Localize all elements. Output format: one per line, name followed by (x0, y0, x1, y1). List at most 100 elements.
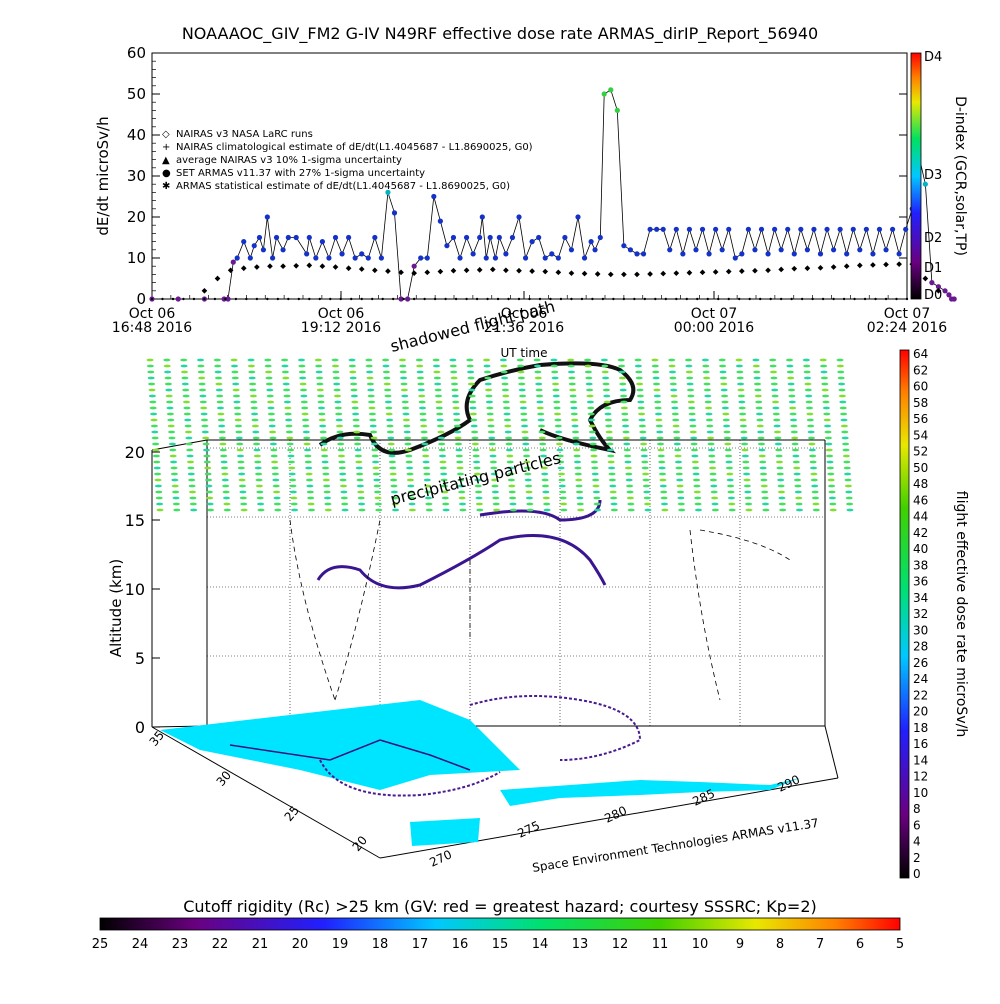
particle-mark (163, 358, 171, 362)
armas-point (230, 259, 236, 265)
particle-mark (806, 406, 813, 410)
particle-mark (386, 418, 394, 422)
armas-point (536, 234, 542, 241)
d-index-tick-label: D3 (924, 168, 942, 183)
baseline-point (308, 297, 311, 301)
particle-mark (550, 364, 558, 368)
particle-mark (270, 448, 278, 452)
particle-mark (422, 454, 430, 458)
particle-mark (569, 394, 577, 398)
particle-mark (348, 364, 356, 368)
particle-mark (365, 364, 373, 368)
particle-mark (334, 400, 342, 404)
particle-mark (605, 430, 613, 434)
particle-mark (752, 358, 760, 362)
particle-mark (459, 508, 467, 512)
particle-mark (591, 466, 599, 470)
top-x-tick-label: Oct 06 (318, 306, 365, 322)
particle-mark (723, 430, 731, 434)
particle-mark (740, 430, 748, 434)
particle-mark (201, 430, 209, 434)
particle-mark (812, 508, 820, 512)
armas-point (706, 251, 712, 257)
particle-mark (742, 460, 750, 464)
particle-mark (306, 478, 313, 482)
particle-mark (807, 430, 815, 434)
particle-mark (471, 430, 479, 434)
top-y-axis: 0 10 20 30 40 50 60 (127, 44, 907, 308)
particle-mark (672, 424, 680, 428)
particle-mark (368, 412, 376, 416)
particle-mark (739, 424, 747, 428)
particle-mark (518, 382, 526, 386)
longitude-tick-label: 270 (427, 847, 454, 869)
baseline-point (486, 297, 489, 301)
particle-mark (471, 442, 479, 446)
armas-point (256, 234, 263, 241)
armas-point (876, 226, 883, 232)
particle-mark (213, 358, 221, 362)
particle-mark (450, 370, 458, 374)
particle-mark (301, 412, 309, 416)
particle-mark (491, 484, 499, 488)
particle-mark (321, 454, 329, 458)
particle-mark (323, 484, 331, 488)
credit-label: Space Environment Technologies ARMAS v11… (531, 816, 819, 875)
nairas-point (804, 265, 811, 272)
particle-mark (786, 370, 794, 374)
particle-mark (620, 400, 628, 404)
dose-rate-tick-label: 56 (913, 412, 928, 426)
particle-mark (523, 466, 531, 470)
particle-mark (317, 394, 325, 398)
armas-point (273, 234, 280, 241)
particle-mark (687, 394, 695, 398)
armas-point (457, 255, 463, 261)
particle-mark (218, 430, 226, 434)
particle-mark (453, 418, 461, 422)
particle-mark (776, 472, 784, 476)
particle-mark (269, 436, 277, 440)
particle-mark (722, 418, 730, 422)
particle-mark (170, 466, 178, 470)
particle-mark (705, 406, 713, 410)
particle-mark (188, 478, 196, 482)
shadowed-flight-path (318, 361, 636, 455)
baseline-point (654, 297, 657, 301)
particle-mark (485, 400, 493, 404)
particle-mark (844, 484, 852, 488)
particle-mark (400, 382, 408, 386)
particle-mark (438, 442, 446, 446)
particle-mark (758, 448, 766, 452)
particle-mark (686, 376, 694, 380)
particle-mark (572, 430, 579, 434)
particle-mark (538, 436, 546, 440)
particle-mark (762, 508, 770, 512)
particle-mark (350, 388, 358, 392)
particle-mark (618, 376, 626, 380)
particle-mark (843, 460, 851, 464)
latitude-tick-label: 30 (214, 768, 235, 789)
particle-mark (408, 502, 416, 506)
dose-rate-tick-label: 62 (913, 363, 928, 377)
armas-point (837, 226, 843, 232)
particle-mark (488, 442, 496, 446)
particle-mark (743, 478, 751, 482)
particle-mark (390, 484, 398, 488)
particle-mark (505, 442, 513, 446)
particle-mark (457, 472, 464, 476)
particle-mark (744, 490, 752, 494)
particle-mark (185, 430, 192, 434)
particle-mark (250, 400, 258, 404)
particle-mark (723, 424, 731, 428)
particle-mark (516, 358, 524, 362)
particle-mark (151, 436, 159, 440)
d-index-label: D-index (GCR,solar,TP) (952, 96, 968, 256)
particle-mark (501, 376, 509, 380)
particle-mark (266, 394, 274, 398)
particle-mark (774, 430, 781, 434)
cutoff-rigidity-tick-label: 22 (212, 937, 229, 952)
particle-mark (724, 448, 732, 452)
particle-mark (322, 466, 329, 470)
particle-mark (788, 394, 796, 398)
particle-mark (605, 424, 613, 428)
